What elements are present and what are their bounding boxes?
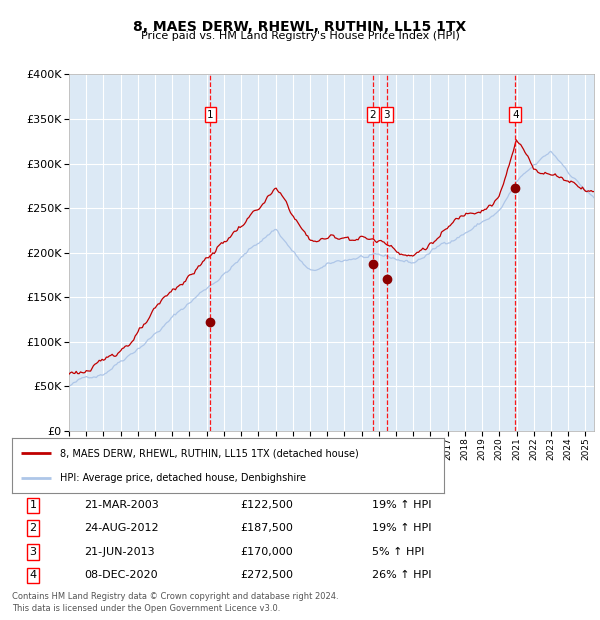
Text: 8, MAES DERW, RHEWL, RUTHIN, LL15 1TX: 8, MAES DERW, RHEWL, RUTHIN, LL15 1TX: [133, 20, 467, 34]
Text: £187,500: £187,500: [240, 523, 293, 533]
Text: 19% ↑ HPI: 19% ↑ HPI: [372, 500, 431, 510]
Text: 08-DEC-2020: 08-DEC-2020: [84, 570, 158, 580]
Text: 1: 1: [207, 110, 214, 120]
Text: 1: 1: [29, 500, 37, 510]
Text: 2: 2: [29, 523, 37, 533]
Text: 21-JUN-2013: 21-JUN-2013: [84, 547, 155, 557]
Text: This data is licensed under the Open Government Licence v3.0.: This data is licensed under the Open Gov…: [12, 603, 280, 613]
Text: 4: 4: [29, 570, 37, 580]
Text: £272,500: £272,500: [240, 570, 293, 580]
Text: £170,000: £170,000: [240, 547, 293, 557]
Text: 21-MAR-2003: 21-MAR-2003: [84, 500, 159, 510]
Text: 3: 3: [383, 110, 390, 120]
Text: £122,500: £122,500: [240, 500, 293, 510]
Text: HPI: Average price, detached house, Denbighshire: HPI: Average price, detached house, Denb…: [59, 473, 305, 483]
Text: 3: 3: [29, 547, 37, 557]
Text: 8, MAES DERW, RHEWL, RUTHIN, LL15 1TX (detached house): 8, MAES DERW, RHEWL, RUTHIN, LL15 1TX (d…: [59, 448, 358, 458]
Text: 24-AUG-2012: 24-AUG-2012: [84, 523, 158, 533]
Text: 4: 4: [512, 110, 518, 120]
Text: 19% ↑ HPI: 19% ↑ HPI: [372, 523, 431, 533]
Text: 2: 2: [370, 110, 376, 120]
Text: 26% ↑ HPI: 26% ↑ HPI: [372, 570, 431, 580]
Text: Contains HM Land Registry data © Crown copyright and database right 2024.: Contains HM Land Registry data © Crown c…: [12, 592, 338, 601]
Text: 5% ↑ HPI: 5% ↑ HPI: [372, 547, 424, 557]
Text: Price paid vs. HM Land Registry's House Price Index (HPI): Price paid vs. HM Land Registry's House …: [140, 31, 460, 41]
